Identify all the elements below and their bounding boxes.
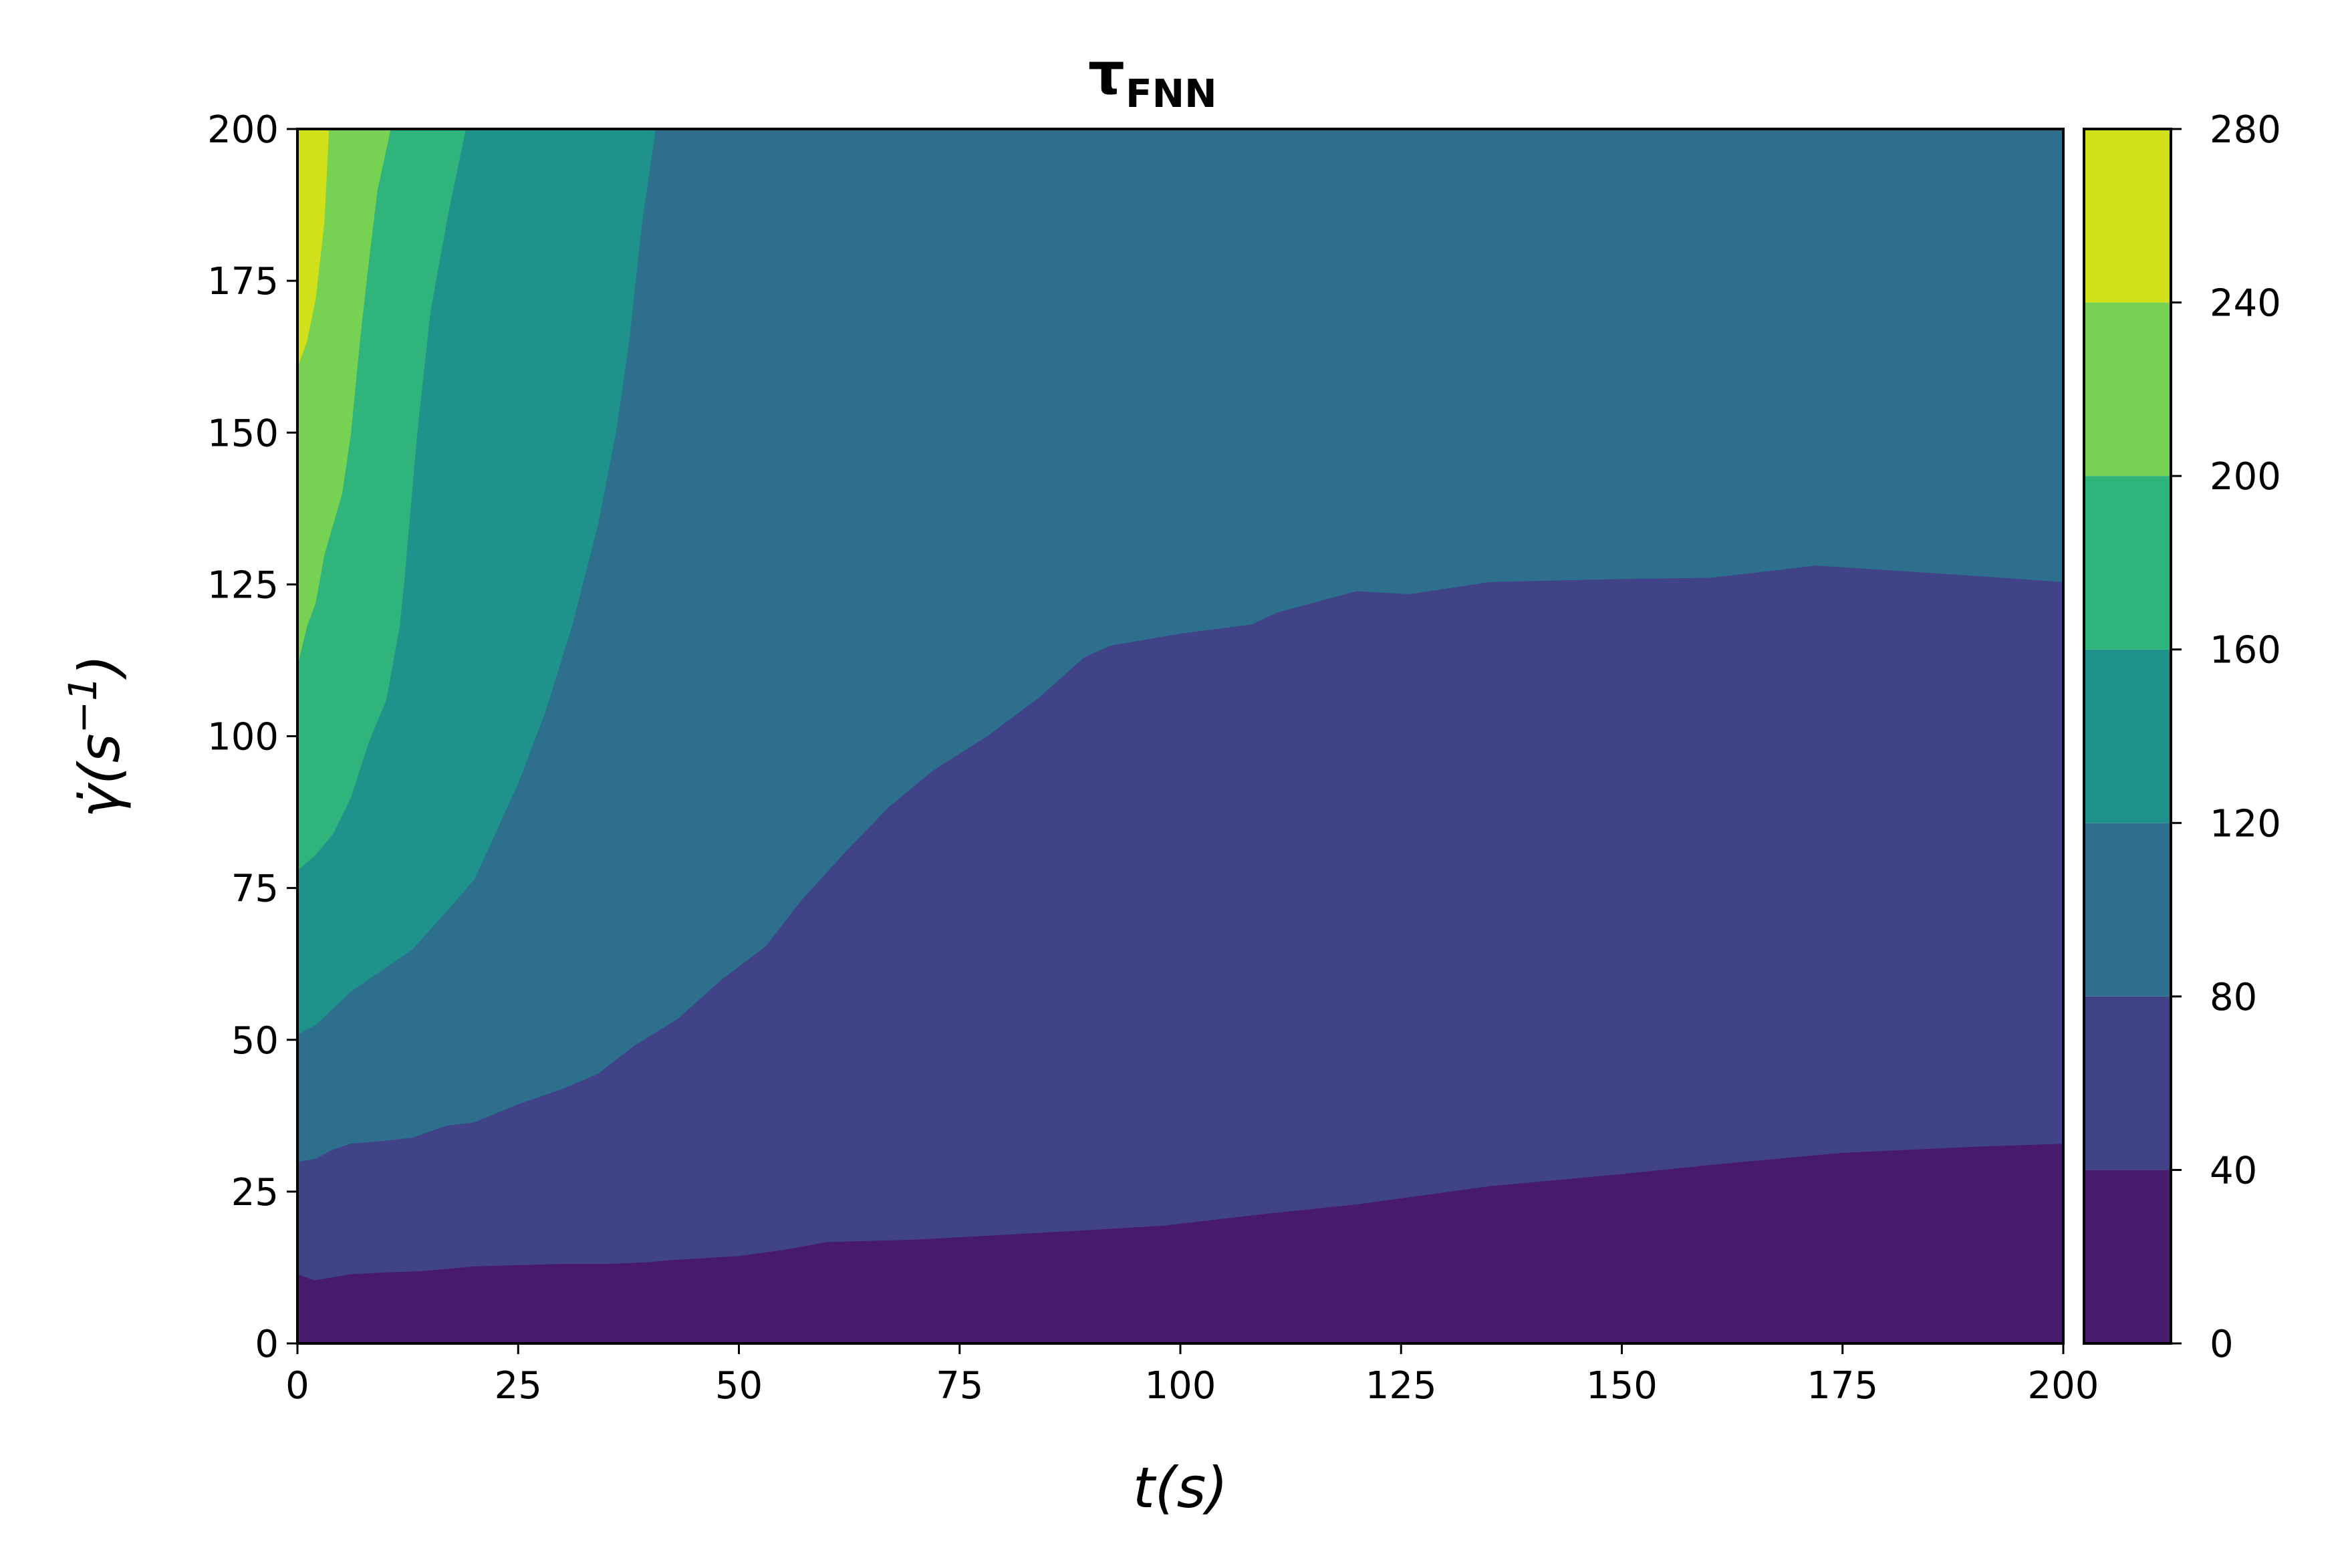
chart-title: τ FNN	[1088, 41, 1217, 116]
colorbar-segment	[2084, 129, 2171, 303]
x-tick-label: 125	[1365, 1364, 1437, 1408]
title-subscript: FNN	[1126, 71, 1217, 116]
x-tick-label: 50	[715, 1364, 763, 1408]
y-tick-label: 200	[207, 108, 279, 152]
x-axis-ticks: 0 25 50 75 100 125 150 175 200	[285, 1343, 2099, 1408]
y-tick-label: 125	[207, 563, 279, 607]
colorbar-segment	[2084, 1170, 2171, 1343]
colorbar-tick-label: 240	[2210, 282, 2281, 325]
colorbar-tick-label: 80	[2210, 976, 2257, 1019]
svg-text:γ̇(s−1): γ̇(s−1)	[60, 654, 132, 818]
x-tick-label: 200	[2028, 1364, 2099, 1408]
y-tick-label: 25	[231, 1171, 279, 1214]
colorbar: 0 40 80 120 160 200 240 280	[2083, 108, 2281, 1366]
colorbar-tick-label: 200	[2210, 455, 2281, 499]
title-main: τ	[1088, 41, 1125, 108]
y-axis-ticks: 0 25 50 75 100 125 150 175 200	[207, 108, 297, 1366]
y-axis-label-superscript: −1	[60, 676, 106, 734]
y-tick-label: 75	[231, 868, 279, 911]
contour-band-6	[297, 129, 330, 366]
colorbar-frame	[2083, 128, 2172, 1345]
y-tick-label: 0	[255, 1323, 279, 1366]
y-tick-label: 175	[207, 260, 279, 303]
colorbar-tick-label: 0	[2210, 1323, 2234, 1366]
colorbar-tick-label: 160	[2210, 629, 2281, 672]
colorbar-segment	[2084, 649, 2171, 823]
y-tick-label: 150	[207, 412, 279, 455]
colorbar-segment	[2084, 996, 2171, 1170]
colorbar-segment	[2084, 302, 2171, 477]
colorbar-tick-label: 120	[2210, 802, 2281, 845]
y-tick-label: 50	[231, 1019, 279, 1063]
x-tick-label: 25	[495, 1364, 542, 1408]
y-axis-label-close: )	[67, 654, 132, 680]
colorbar-tick-label: 280	[2210, 108, 2281, 152]
plot-area	[296, 128, 2065, 1345]
colorbar-segment	[2084, 823, 2171, 997]
y-axis-label: γ̇(s−1)	[60, 654, 132, 818]
contour-band-2	[297, 129, 2063, 1162]
x-tick-label: 100	[1145, 1364, 1216, 1408]
y-axis-label-base: γ̇(s	[67, 734, 132, 818]
x-tick-label: 175	[1807, 1364, 1878, 1408]
x-tick-label: 0	[285, 1364, 309, 1408]
x-tick-label: 75	[936, 1364, 983, 1408]
colorbar-segment	[2084, 476, 2171, 650]
x-axis-label: t(s)	[1133, 1455, 1228, 1521]
colorbar-tick-label: 40	[2210, 1149, 2257, 1192]
x-tick-label: 150	[1586, 1364, 1658, 1408]
contour-band-5	[297, 129, 391, 664]
y-tick-label: 100	[207, 716, 279, 759]
